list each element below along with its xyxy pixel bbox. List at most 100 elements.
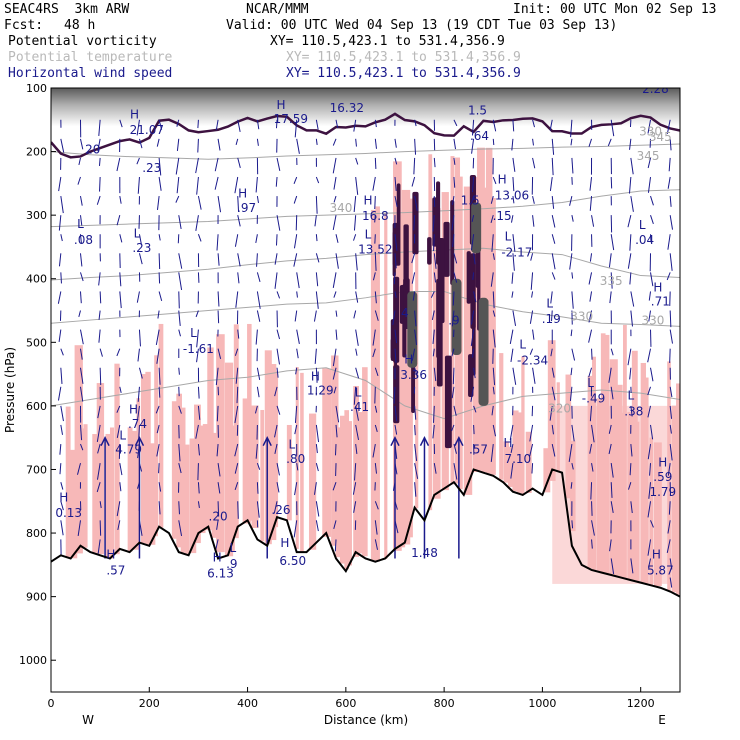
wind-vector bbox=[197, 463, 199, 481]
wind-vector bbox=[473, 253, 476, 265]
wind-vector bbox=[138, 234, 143, 246]
wind-vector bbox=[119, 195, 122, 204]
wind-vector bbox=[551, 386, 556, 401]
pv-dark-cell bbox=[411, 365, 416, 413]
wind-vector bbox=[332, 215, 337, 231]
wind-vector bbox=[315, 196, 318, 214]
wind-vector bbox=[610, 119, 615, 137]
wind-vector bbox=[355, 348, 358, 356]
wind-vector bbox=[414, 310, 417, 327]
wind-vector bbox=[627, 253, 632, 269]
wind-vector bbox=[57, 386, 62, 401]
wind-vector bbox=[490, 443, 494, 463]
wind-vector bbox=[551, 215, 556, 228]
pv-shade-streak bbox=[521, 356, 525, 495]
wind-vector bbox=[315, 501, 320, 517]
field-name-theta: Potential temperature bbox=[8, 50, 173, 65]
wind-vector bbox=[178, 215, 182, 230]
wind-vector bbox=[216, 234, 219, 251]
wind-vector bbox=[628, 176, 632, 194]
wind-vector bbox=[433, 463, 437, 474]
wind-vector bbox=[99, 348, 103, 357]
wind-vector bbox=[313, 482, 317, 495]
wind-vector bbox=[58, 329, 62, 343]
wind-vector bbox=[374, 253, 377, 271]
wind-vector bbox=[235, 291, 239, 308]
wind-vector bbox=[432, 215, 435, 232]
x-tick-label: 1200 bbox=[627, 697, 655, 710]
theta-label: 330 bbox=[642, 314, 665, 328]
wind-vector bbox=[413, 157, 416, 175]
wind-vector bbox=[433, 367, 437, 382]
wind-vector bbox=[178, 501, 180, 515]
wind-vector bbox=[470, 310, 475, 325]
wind-vector bbox=[79, 367, 84, 384]
wind-vector bbox=[96, 463, 101, 480]
wind-vector bbox=[374, 196, 376, 210]
wind-vector bbox=[608, 424, 612, 434]
wind-vector bbox=[451, 310, 455, 327]
pv-shade-streak bbox=[384, 213, 388, 559]
wind-vector bbox=[570, 367, 573, 376]
wind-vector bbox=[157, 310, 160, 319]
wind-vector bbox=[332, 138, 337, 146]
wind-vector bbox=[512, 253, 515, 271]
wind-vector bbox=[629, 463, 632, 476]
wind-vector bbox=[234, 482, 239, 491]
wind-vector bbox=[234, 443, 239, 457]
wind-vector bbox=[453, 463, 458, 480]
pv-dark-cell bbox=[436, 278, 442, 359]
hl-annotation: 7.10 bbox=[504, 452, 531, 466]
wind-vector bbox=[510, 348, 514, 362]
wind-vector bbox=[138, 367, 143, 379]
wind-vector bbox=[353, 119, 357, 132]
wind-vector bbox=[178, 291, 180, 309]
wind-vector bbox=[394, 253, 397, 269]
wind-vector bbox=[178, 520, 183, 537]
wind-vector bbox=[669, 253, 673, 271]
wind-vector bbox=[532, 195, 535, 204]
wind-vector bbox=[588, 272, 593, 285]
wind-vector bbox=[647, 386, 651, 396]
terrain-profile bbox=[51, 468, 680, 598]
theta-label: 330 bbox=[639, 125, 662, 139]
wind-vector bbox=[237, 272, 240, 284]
wind-vector bbox=[60, 424, 64, 435]
wind-vector bbox=[492, 386, 495, 395]
wind-vector bbox=[99, 501, 102, 509]
wind-vector bbox=[196, 176, 199, 195]
wind-vector bbox=[570, 138, 573, 146]
updraft-arrowhead bbox=[419, 436, 430, 447]
wind-vector bbox=[237, 501, 239, 519]
wind-vector bbox=[313, 310, 317, 322]
hl-annotation: L bbox=[505, 230, 512, 244]
wind-vector bbox=[334, 444, 337, 456]
theta-isentrope bbox=[51, 290, 680, 327]
pv-shade-streak bbox=[211, 432, 219, 538]
wind-vector bbox=[353, 310, 357, 319]
wind-vector bbox=[234, 234, 239, 247]
pv-dark-cell bbox=[466, 251, 471, 304]
wind-vector bbox=[352, 482, 357, 495]
wind-vector bbox=[372, 176, 376, 191]
wind-vector bbox=[334, 539, 337, 552]
wind-vector bbox=[610, 272, 613, 289]
wind-vector bbox=[60, 348, 64, 356]
wind-vector bbox=[158, 463, 160, 474]
wind-vector bbox=[571, 272, 574, 279]
wind-vector bbox=[551, 138, 555, 155]
pv-dark-cell bbox=[390, 338, 396, 360]
hl-annotation: H bbox=[311, 369, 320, 383]
wind-vector bbox=[158, 119, 163, 130]
pv-shade-streak bbox=[264, 350, 272, 545]
wind-vector bbox=[178, 272, 183, 290]
wind-vector bbox=[276, 348, 280, 365]
wind-vector bbox=[492, 138, 495, 146]
wind-vector bbox=[332, 348, 337, 367]
y-tick-label: 400 bbox=[26, 273, 47, 286]
wind-vector bbox=[98, 310, 101, 320]
wind-vector bbox=[119, 272, 122, 287]
wind-vector bbox=[80, 272, 84, 282]
wind-vector bbox=[531, 463, 534, 474]
wind-vector bbox=[217, 291, 220, 307]
